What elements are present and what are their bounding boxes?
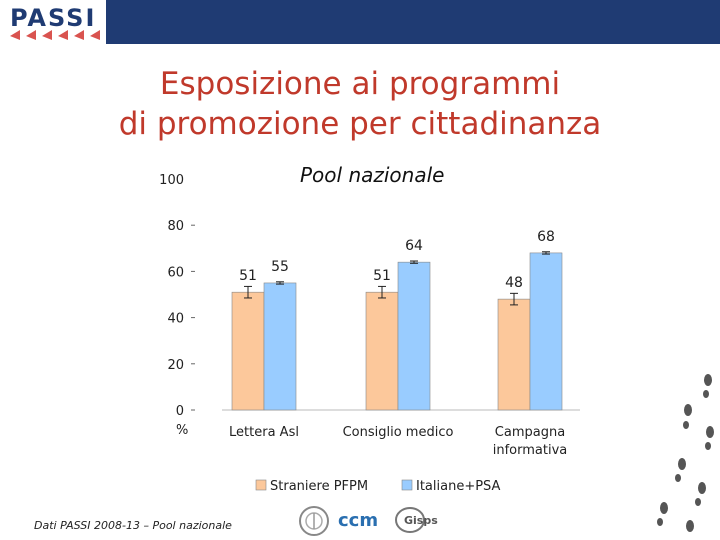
data-label: 48 bbox=[505, 275, 523, 291]
page-title: Esposizione ai programmi di promozione p… bbox=[0, 64, 720, 144]
bar-straniere bbox=[231, 291, 265, 411]
header-bar bbox=[106, 0, 720, 44]
footprints-decoration bbox=[657, 374, 714, 532]
title-line-1: Esposizione ai programmi bbox=[159, 66, 561, 102]
chart-subtitle: Pool nazionale bbox=[300, 163, 445, 187]
legend-swatch bbox=[255, 479, 267, 491]
y-axis-label: % bbox=[176, 423, 188, 438]
y-tick-label: 100 bbox=[159, 173, 184, 188]
bar-straniere bbox=[365, 291, 399, 411]
footer-source: Dati PASSI 2008-13 – Pool nazionale bbox=[34, 519, 232, 532]
legend-label: Italiane+PSA bbox=[416, 479, 501, 494]
data-label: 55 bbox=[271, 259, 289, 275]
bar-italiane bbox=[529, 252, 563, 411]
gisps-logo: Gisps bbox=[395, 507, 438, 533]
title-line-2: di promozione per cittadinanza bbox=[118, 106, 602, 142]
bar-italiane bbox=[263, 282, 297, 411]
data-label: 51 bbox=[239, 268, 257, 284]
y-tick-label: 60 bbox=[167, 265, 184, 280]
logo-text: PASSI bbox=[10, 4, 96, 32]
y-tick-label: 40 bbox=[167, 312, 184, 327]
bar-straniere bbox=[497, 298, 531, 411]
data-label: 51 bbox=[373, 268, 391, 284]
ccm-logo-text: ccm bbox=[338, 510, 378, 531]
x-tick-label: informativa bbox=[493, 443, 568, 458]
ccm-logo: ccm bbox=[338, 510, 378, 531]
legend-swatch bbox=[401, 479, 413, 491]
data-label: 68 bbox=[537, 229, 555, 245]
gisps-logo-text: Gisps bbox=[404, 514, 438, 527]
passi-logo: PASSI bbox=[10, 4, 100, 40]
y-tick-label: 0 bbox=[176, 404, 184, 419]
x-tick-label: Campagna bbox=[495, 425, 565, 440]
y-tick-label: 80 bbox=[167, 219, 184, 234]
bar-italiane bbox=[397, 261, 431, 411]
x-tick-label: Consiglio medico bbox=[343, 425, 454, 440]
x-tick-label: Lettera Asl bbox=[229, 425, 299, 440]
iss-seal-icon bbox=[299, 506, 329, 536]
y-tick-label: 20 bbox=[167, 358, 184, 373]
data-label: 64 bbox=[405, 238, 423, 254]
legend-label: Straniere PFPM bbox=[270, 479, 368, 494]
